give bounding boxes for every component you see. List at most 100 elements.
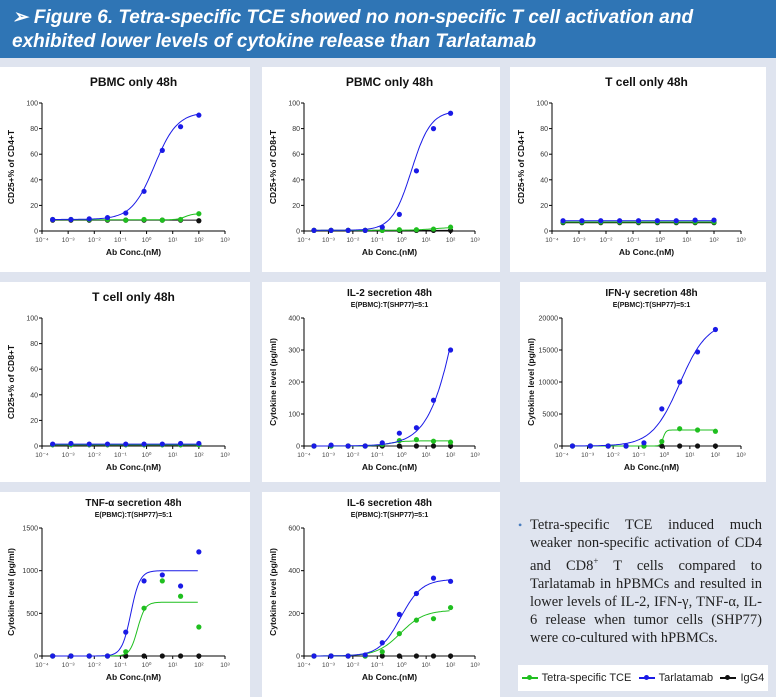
chart-panel-4: T cell only 48h 0 20 40 60 80 100 10⁻⁴ 10⁻³ 10⁻² 1…	[0, 282, 250, 482]
x-tick-label: 10¹	[421, 662, 431, 669]
x-tick-label: 10⁻²	[346, 452, 360, 459]
data-point-tarlatamab	[641, 440, 647, 446]
y-tick-label: 100	[26, 101, 38, 108]
y-tick-label: 60	[30, 152, 38, 159]
y-tick-label: 0	[296, 444, 300, 451]
x-tick-label: 10¹	[685, 452, 695, 459]
y-tick-label: 100	[26, 316, 38, 323]
data-point-tarlatamab	[447, 578, 454, 584]
data-point-tarlatamab	[328, 653, 334, 659]
data-point-tarlatamab	[711, 217, 717, 223]
legend-item-tarlatamab: Tarlatamab	[638, 672, 713, 684]
data-point-tetra	[396, 227, 402, 233]
x-tick-label: 10³	[470, 452, 480, 459]
chart-panel-2: PBMC only 48h 0 20 40 60 80 100 10⁻⁴ 10⁻³ 10⁻² 10⁻…	[262, 67, 500, 272]
data-point-tarlatamab	[430, 575, 437, 581]
x-tick-label: 10⁰	[655, 236, 665, 244]
data-point-tetra	[177, 593, 184, 599]
data-point-tarlatamab	[328, 227, 334, 233]
y-tick-label: 0	[296, 654, 300, 661]
data-point-tetra	[196, 211, 202, 217]
data-point-tetra	[159, 578, 165, 584]
y-axis-label: CD25+% of CD8+T	[6, 344, 16, 419]
legend-item-igg4: IgG4	[720, 672, 764, 684]
data-point-tarlatamab	[311, 443, 317, 449]
chart-title: PBMC only 48h	[90, 75, 177, 89]
data-point-igg4	[396, 443, 402, 449]
data-point-tarlatamab	[692, 217, 698, 223]
x-tick-label: 10⁰	[142, 661, 152, 669]
y-tick-label: 20	[540, 203, 548, 210]
data-point-tetra	[123, 217, 129, 223]
x-tick-label: 10⁻³	[322, 662, 336, 669]
data-point-tetra	[123, 649, 129, 655]
data-point-tarlatamab	[379, 440, 385, 446]
x-tick-label: 10⁻³	[573, 237, 587, 244]
y-tick-label: 60	[540, 152, 548, 159]
chart-tcell-cd8: T cell only 48h 0 20 40 60 80 100 10⁻⁴ 10⁻³ 10⁻² 1…	[6, 290, 231, 472]
arrow-icon: ➢	[12, 7, 28, 28]
x-axis-label: Ab Conc.(nM)	[106, 672, 161, 682]
x-tick-label: 10³	[470, 662, 480, 669]
x-tick-label: 10²	[194, 452, 204, 459]
y-tick-label: 20	[292, 203, 300, 210]
x-tick-label: 10⁻¹	[114, 662, 128, 669]
x-tick-label: 10⁻⁴	[35, 237, 49, 244]
data-point-tarlatamab	[345, 443, 351, 449]
x-tick-label: 10²	[709, 237, 719, 244]
y-tick-label: 0	[554, 444, 558, 451]
y-axis-label: CD25+% of CD8+T	[268, 129, 278, 204]
x-axis-label: Ab Conc.(nM)	[624, 462, 679, 472]
y-tick-label: 5000	[542, 412, 558, 419]
data-point-tarlatamab	[345, 227, 351, 233]
x-tick-label: 10⁻⁴	[545, 237, 559, 244]
data-point-igg4	[659, 443, 665, 449]
x-tick-label: 10⁻²	[600, 237, 614, 244]
x-tick-label: 10⁰	[659, 451, 669, 459]
y-tick-label: 400	[288, 568, 300, 575]
data-point-tarlatamab	[413, 590, 420, 597]
y-tick-label: 10000	[539, 380, 559, 387]
legend-swatch-icon	[638, 675, 655, 680]
x-tick-label: 10²	[711, 452, 721, 459]
data-point-tetra	[141, 605, 147, 611]
y-tick-label: 300	[288, 348, 300, 355]
data-point-igg4	[677, 443, 683, 449]
data-point-igg4	[379, 653, 385, 659]
data-point-tetra	[447, 439, 454, 445]
summary-box: • Tetra-specific TCE induced much weaker…	[510, 492, 776, 697]
data-point-tetra	[712, 428, 719, 434]
y-tick-label: 60	[30, 367, 38, 374]
data-point-tarlatamab	[311, 227, 317, 233]
y-tick-label: 15000	[539, 348, 559, 355]
x-tick-label: 10⁰	[397, 236, 407, 244]
y-axis-label: Cytokine level (pg/ml)	[6, 548, 16, 636]
x-tick-label: 10³	[220, 452, 230, 459]
data-point-tarlatamab	[623, 443, 629, 449]
chart-tnfa: TNF-α secretion 48h E(PBMC):T(SHP77)=5:1 0…	[6, 498, 231, 682]
x-tick-label: 10²	[446, 237, 456, 244]
x-tick-label: 10⁻²	[88, 662, 102, 669]
chart-title: PBMC only 48h	[346, 75, 433, 89]
y-tick-label: 20	[30, 203, 38, 210]
data-point-tarlatamab	[159, 147, 165, 153]
chart-pbmc-cd4: PBMC only 48h 0 20 40 60 80 100 10⁻⁴ 10⁻³ 10⁻² 10⁻…	[6, 75, 231, 257]
x-tick-label: 10⁻⁴	[35, 452, 49, 459]
chart-title: T cell only 48h	[92, 290, 175, 304]
chart-tcell-cd4: T cell only 48h 0 20 40 60 80 100 10⁻⁴ 10⁻³ 10⁻² 1…	[516, 75, 747, 257]
y-tick-label: 100	[536, 101, 548, 108]
data-point-tarlatamab	[447, 110, 454, 116]
fit-curve-tetra	[52, 601, 198, 657]
x-tick-label: 10⁻⁴	[297, 237, 311, 244]
x-tick-label: 10⁻¹	[632, 452, 646, 459]
x-tick-label: 10⁻¹	[371, 662, 385, 669]
data-point-tarlatamab	[413, 168, 420, 174]
x-tick-label: 10⁻²	[346, 662, 360, 669]
legend: Tetra-specific TCE Tarlatamab IgG4	[518, 665, 768, 691]
data-point-tetra	[396, 631, 402, 637]
x-tick-label: 10⁰	[397, 451, 407, 459]
data-point-tarlatamab	[654, 218, 660, 224]
data-point-tarlatamab	[86, 216, 92, 222]
fit-curve-tarlatamab	[52, 113, 198, 220]
chart-il6: IL-6 secretion 48h E(PBMC):T(SHP77)=5:1 0 2…	[268, 498, 481, 682]
